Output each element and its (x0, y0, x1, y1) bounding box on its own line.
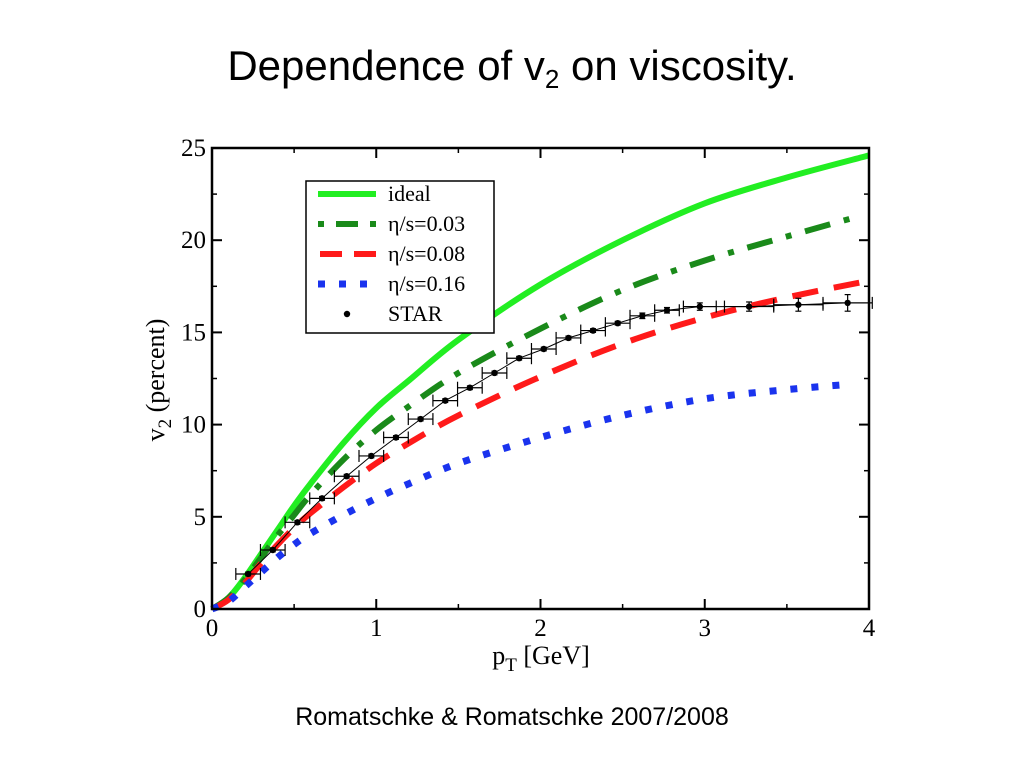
star-data-point (822, 293, 873, 312)
star-marker (540, 345, 547, 353)
star-marker (639, 312, 646, 320)
star-data-point (506, 352, 533, 365)
legend: ideal η/s=0.03 η/s=0.08 η/s=0.16 STAR (305, 180, 495, 334)
star-data-point (481, 366, 508, 379)
star-data-point (358, 449, 385, 462)
legend-label: η/s=0.03 (388, 211, 465, 236)
x-tick-label: 2 (534, 615, 547, 642)
star-data-point (456, 381, 483, 394)
star-data-point (682, 300, 717, 313)
star-marker (368, 452, 375, 460)
star-marker (343, 473, 350, 480)
star-marker (795, 301, 802, 308)
y-tick-label: 25 (181, 135, 206, 162)
slide-title: Dependence of v2 on viscosity. (0, 42, 1024, 95)
title-main: Dependence of v (227, 42, 545, 89)
star-marker (466, 384, 474, 391)
star-marker (417, 415, 424, 423)
chart: 0 1 2 3 4 0 5 10 15 20 25 pT [GeV] v2 (percent) id… (141, 135, 876, 676)
y-tick-label: 5 (194, 504, 207, 531)
caption: Romatschke & Romatschke 2007/2008 (295, 703, 729, 731)
star-data-point (530, 342, 557, 355)
y-axis-label: v2 (percent) (141, 319, 176, 442)
y-tick-label: 20 (181, 227, 206, 254)
series-line-1 (210, 215, 854, 612)
star-data-point (629, 309, 656, 322)
star-marker (269, 546, 276, 554)
star-data-point (284, 516, 311, 529)
star-data-point (383, 431, 409, 444)
title-rest: on viscosity. (559, 42, 797, 89)
star-data-point (432, 394, 459, 407)
x-tick-label: 1 (370, 615, 383, 642)
y-tick-label: 15 (181, 319, 206, 346)
star-data-point (309, 492, 335, 505)
y-tick-label: 10 (181, 412, 206, 439)
x-tick-label: 3 (699, 615, 712, 642)
star-marker (663, 307, 671, 314)
star-data-point (773, 297, 824, 312)
legend-label: η/s=0.08 (388, 241, 465, 266)
star-marker (491, 369, 498, 377)
star-data-point (604, 317, 631, 330)
star-marker (515, 355, 523, 362)
star-marker (392, 434, 400, 441)
series-line-2 (210, 277, 870, 612)
star-data-point (259, 543, 286, 556)
star-data-point (333, 470, 360, 483)
star-marker (565, 334, 572, 342)
axes: 0 1 2 3 4 0 5 10 15 20 25 (181, 135, 876, 642)
star-marker (294, 519, 301, 526)
star-marker (844, 299, 851, 307)
legend-marker-star (343, 310, 351, 318)
x-axis-label: pT [GeV] (492, 641, 590, 676)
legend-label: STAR (388, 301, 443, 326)
star-marker (745, 303, 753, 310)
title-subscript: 2 (544, 64, 560, 94)
star-data-point (235, 567, 262, 580)
star-marker (244, 570, 252, 578)
star-marker (614, 319, 621, 327)
y-tick-label: 0 (194, 596, 207, 623)
legend-label: η/s=0.16 (388, 271, 465, 296)
star-data-point (580, 324, 606, 337)
star-marker (589, 327, 597, 334)
star-data-point (407, 413, 434, 426)
star-marker (318, 495, 326, 502)
star-marker (442, 397, 449, 404)
plot-area (210, 152, 873, 613)
x-tick-label: 4 (863, 615, 876, 642)
legend-label: ideal (388, 181, 431, 206)
series-line-3 (210, 380, 853, 613)
star-marker (696, 303, 704, 310)
star-data-point (654, 304, 680, 317)
x-tick-label: 0 (206, 615, 219, 642)
star-data-point (555, 331, 582, 344)
